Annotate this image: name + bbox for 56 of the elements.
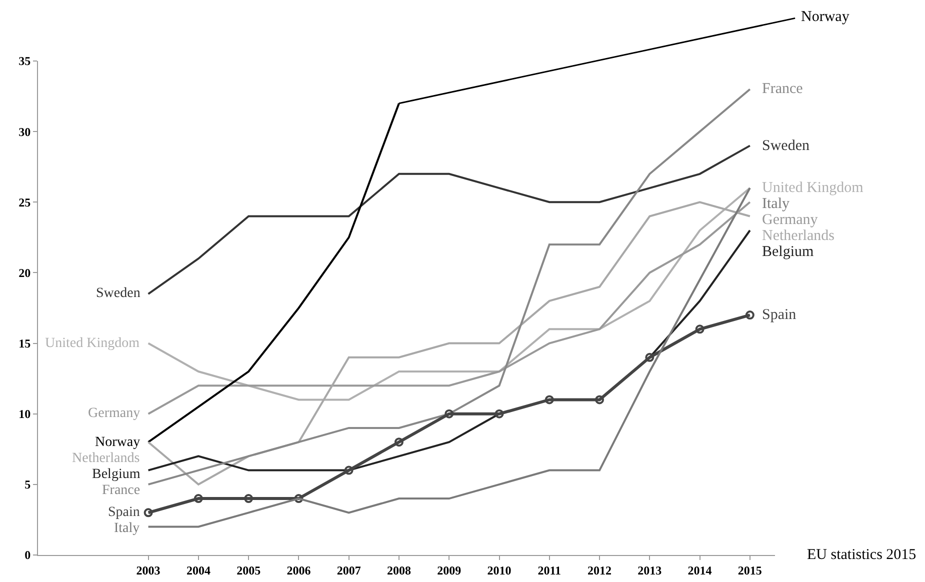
point <box>194 494 203 504</box>
y-tick-label: 30 <box>18 124 31 139</box>
x-tick-label: 2007 <box>336 563 361 578</box>
text: France <box>762 81 803 97</box>
text: EU statistics 2015 <box>807 547 916 563</box>
x-tick-label: 2009 <box>437 563 462 578</box>
series-label: Germany <box>88 406 140 421</box>
x-tick-label: 2011 <box>538 563 562 578</box>
series-label: Norway <box>95 435 140 450</box>
x-tick-label: 2014 <box>688 563 712 578</box>
x-tick-label: 2008 <box>386 563 411 578</box>
text: Sweden <box>762 138 810 154</box>
y-tick-label: 35 <box>18 54 31 68</box>
point <box>595 395 604 404</box>
y-tick-label: 15 <box>18 336 31 350</box>
point <box>394 438 404 447</box>
y-tick-label: 10 <box>18 407 31 422</box>
point <box>544 395 554 404</box>
text: Netherlands <box>762 228 834 244</box>
x-tick-label: 2005 <box>236 563 261 578</box>
y-tick-label: 25 <box>18 195 31 210</box>
y-tick-label: 5 <box>24 478 31 492</box>
text: Germany <box>762 212 818 228</box>
y-tick-label: 20 <box>18 266 31 280</box>
text: Belgium <box>762 244 814 260</box>
x-tick-label: 2015 <box>738 563 762 578</box>
x-tick-label: 2003 <box>136 563 160 578</box>
series-label: France <box>102 483 140 498</box>
x-tick-label: 2004 <box>186 563 210 578</box>
text: United Kingdom <box>762 180 864 196</box>
point <box>745 310 754 320</box>
point <box>444 409 454 418</box>
line-series <box>147 187 751 528</box>
point <box>695 324 704 334</box>
series-label: Sweden <box>96 286 140 301</box>
text: Spain <box>762 307 796 323</box>
series-label: Italy <box>114 521 140 536</box>
x-tick-label: 2013 <box>638 563 662 578</box>
x-tick-label: 2010 <box>487 563 512 578</box>
text: Italy <box>762 196 790 212</box>
series-label: Netherlands <box>72 451 140 466</box>
series-label: United Kingdom <box>45 336 140 351</box>
point <box>244 494 254 504</box>
series-label: Spain <box>108 505 140 520</box>
point <box>344 466 354 475</box>
x-tick-label: 2006 <box>286 563 311 578</box>
text: Norway <box>801 9 850 25</box>
series-label: Belgium <box>92 467 140 482</box>
line-series <box>147 144 751 295</box>
point <box>294 494 304 504</box>
y-tick-label: 0 <box>24 548 31 562</box>
line-series <box>147 88 751 486</box>
point <box>645 352 654 362</box>
point <box>144 508 153 518</box>
point <box>494 409 504 418</box>
x-tick-label: 2012 <box>588 563 612 578</box>
